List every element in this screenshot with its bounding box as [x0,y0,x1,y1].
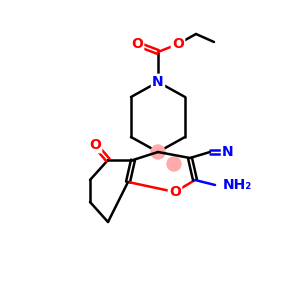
Text: O: O [169,185,181,199]
Text: N: N [222,145,234,159]
Text: N: N [152,75,164,89]
Circle shape [151,145,165,159]
Text: NH₂: NH₂ [223,178,252,192]
Circle shape [167,157,181,171]
Text: O: O [131,37,143,51]
Text: O: O [89,138,101,152]
Text: O: O [172,37,184,51]
